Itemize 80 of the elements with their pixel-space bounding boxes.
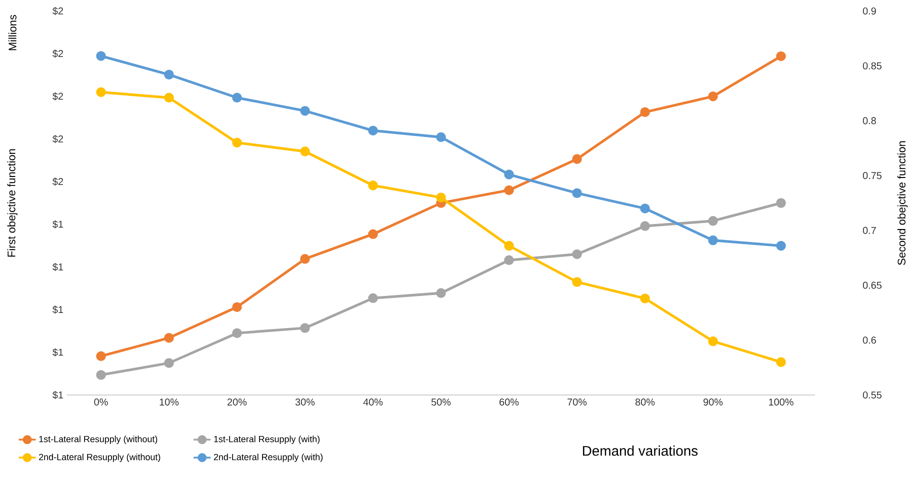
legend-label: 2nd-Lateral Resupply (with) bbox=[214, 454, 323, 462]
y2-tick-label: 0.85 bbox=[862, 62, 882, 70]
point bbox=[504, 185, 514, 196]
y-axis-title: First obejctive function bbox=[7, 149, 18, 257]
x-tick-label: 30% bbox=[295, 398, 315, 406]
point bbox=[300, 323, 310, 333]
point bbox=[232, 302, 242, 312]
y-tick-label: $1 bbox=[52, 306, 63, 314]
point bbox=[708, 216, 718, 226]
x-axis-title: Demand variations bbox=[582, 446, 698, 456]
point bbox=[96, 351, 106, 362]
y-tick-label: $1 bbox=[52, 390, 63, 400]
point bbox=[504, 170, 514, 180]
x-tick-label: 60% bbox=[500, 398, 519, 406]
point bbox=[572, 188, 582, 198]
x-tick-label: 70% bbox=[568, 398, 587, 406]
point bbox=[436, 132, 446, 142]
legend-label: 1st-Lateral Resupply (without) bbox=[39, 436, 158, 444]
y2-tick-label: 0.6 bbox=[862, 336, 876, 344]
point bbox=[368, 293, 378, 304]
y-tick-label: $2 bbox=[52, 6, 63, 16]
point bbox=[504, 240, 514, 251]
point bbox=[96, 370, 106, 380]
y-tick-label: $1 bbox=[52, 220, 63, 228]
point bbox=[368, 126, 378, 136]
y2-tick-label: 0.65 bbox=[862, 282, 882, 289]
y2-tick-label: 0.55 bbox=[862, 391, 882, 399]
point bbox=[776, 51, 786, 62]
point bbox=[164, 358, 174, 368]
point bbox=[708, 235, 718, 246]
point bbox=[164, 332, 174, 343]
point bbox=[504, 255, 514, 266]
point bbox=[164, 92, 174, 103]
point bbox=[300, 146, 310, 156]
point bbox=[572, 277, 582, 287]
y-tick-label: $1 bbox=[52, 262, 63, 272]
y-tick-label: $2 bbox=[52, 178, 63, 186]
y2-tick-label: 0.7 bbox=[862, 226, 876, 234]
point bbox=[368, 229, 378, 240]
point bbox=[572, 154, 582, 164]
x-tick-label: 10% bbox=[160, 398, 179, 406]
y-tick-label: $2 bbox=[52, 134, 63, 144]
x-tick-label: 50% bbox=[431, 398, 451, 406]
x-tick-label: 80% bbox=[635, 398, 655, 406]
x-tick-label: 100% bbox=[769, 398, 794, 406]
y-tick-label: $2 bbox=[52, 50, 63, 58]
point bbox=[96, 87, 106, 98]
x-tick-label: 40% bbox=[363, 398, 383, 406]
legend-label: 2nd-Lateral Resupply (without) bbox=[39, 454, 160, 462]
point bbox=[300, 254, 310, 264]
point bbox=[300, 106, 310, 116]
point bbox=[708, 336, 718, 346]
point bbox=[232, 328, 242, 338]
point bbox=[776, 357, 786, 367]
y-tick-label: $1 bbox=[52, 348, 63, 356]
point bbox=[640, 294, 650, 304]
point bbox=[436, 192, 446, 202]
point bbox=[708, 91, 718, 102]
point bbox=[640, 204, 650, 214]
x-tick-label: 90% bbox=[704, 398, 723, 406]
x-tick-label: 0% bbox=[94, 398, 108, 406]
point bbox=[776, 198, 786, 208]
point bbox=[572, 249, 582, 260]
x-tick-label: 20% bbox=[228, 398, 247, 406]
point bbox=[640, 107, 650, 118]
y2-tick-label: 0.8 bbox=[862, 117, 876, 124]
point bbox=[368, 180, 378, 190]
point bbox=[164, 70, 174, 80]
point bbox=[436, 288, 446, 298]
y2-axis-title: Second obejctive function bbox=[897, 141, 908, 265]
point bbox=[640, 221, 650, 231]
legend-label: 1st-Lateral Resupply (with) bbox=[214, 436, 320, 444]
point bbox=[776, 240, 786, 251]
text: Millions bbox=[8, 14, 16, 50]
y2-tick-label: 0.9 bbox=[862, 7, 876, 15]
y2-tick-label: 0.75 bbox=[862, 172, 882, 180]
point bbox=[232, 138, 242, 148]
point bbox=[232, 92, 242, 103]
point bbox=[96, 51, 106, 61]
y-tick-label: $2 bbox=[52, 92, 63, 100]
